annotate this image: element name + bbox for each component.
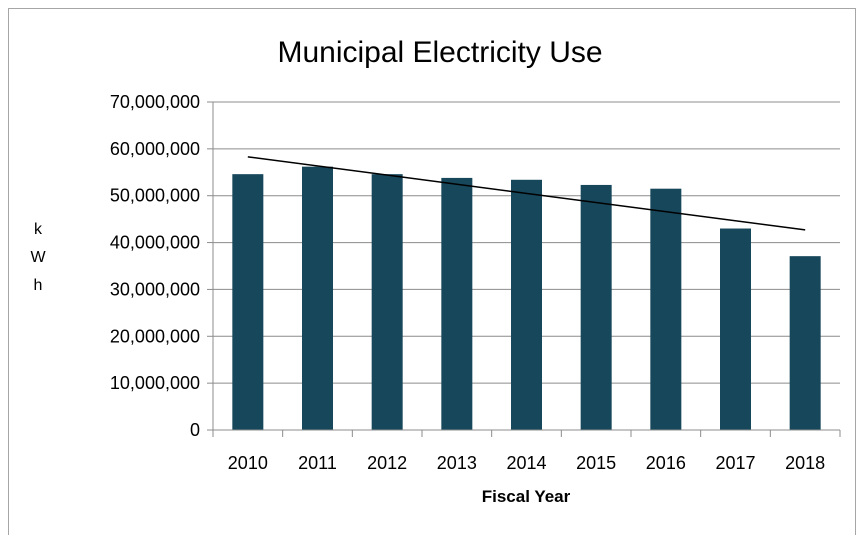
bar-2013 — [441, 177, 473, 430]
bar-2011 — [302, 166, 333, 431]
y-tick-label: 30,000,000 — [110, 279, 200, 299]
y-axis-label-char: h — [34, 277, 43, 294]
bar-2017 — [720, 228, 751, 430]
y-tick-label: 50,000,000 — [110, 186, 200, 206]
x-axis-ticks: 2010 2011 2012 2013 2014 2015 2016 2017 2018 — [212, 429, 841, 473]
bar-2015 — [580, 184, 612, 430]
trendline — [247, 156, 806, 231]
y-axis-label-char: W — [30, 249, 46, 266]
bar-2014 — [511, 179, 542, 430]
x-tick-label: 2015 — [576, 453, 616, 473]
x-axis-label: Fiscal Year — [482, 487, 571, 506]
y-axis-label: kWh — [30, 221, 46, 294]
x-tick-label: 2014 — [506, 453, 546, 473]
bar-2012 — [371, 174, 403, 430]
chart-title: Municipal Electricity Use — [277, 36, 602, 69]
y-axis-label-char: k — [34, 221, 43, 238]
x-tick-label: 2010 — [228, 453, 268, 473]
bar-2016 — [650, 188, 682, 430]
bar-2010 — [232, 174, 264, 430]
y-tick-label: 40,000,000 — [110, 233, 200, 253]
x-tick-label: 2018 — [785, 453, 825, 473]
y-tick-label: 70,000,000 — [110, 92, 200, 112]
trendline-group — [247, 156, 806, 231]
bars — [232, 166, 821, 431]
y-tick-label: 10,000,000 — [110, 373, 200, 393]
x-tick-label: 2011 — [298, 453, 337, 473]
chart-frame — [8, 8, 856, 535]
x-tick-label: 2013 — [437, 453, 477, 473]
x-tick-label: 2012 — [367, 453, 407, 473]
bar-2018 — [789, 256, 821, 430]
y-tick-label: 60,000,000 — [110, 139, 200, 159]
x-tick-label: 2017 — [715, 453, 755, 473]
y-axis-ticks: 0 10,000,000 20,000,000 30,000,000 40,000,00… — [110, 92, 214, 440]
y-tick-label: 20,000,000 — [110, 326, 200, 346]
x-tick-label: 2016 — [646, 453, 686, 473]
y-tick-label: 0 — [190, 420, 200, 440]
